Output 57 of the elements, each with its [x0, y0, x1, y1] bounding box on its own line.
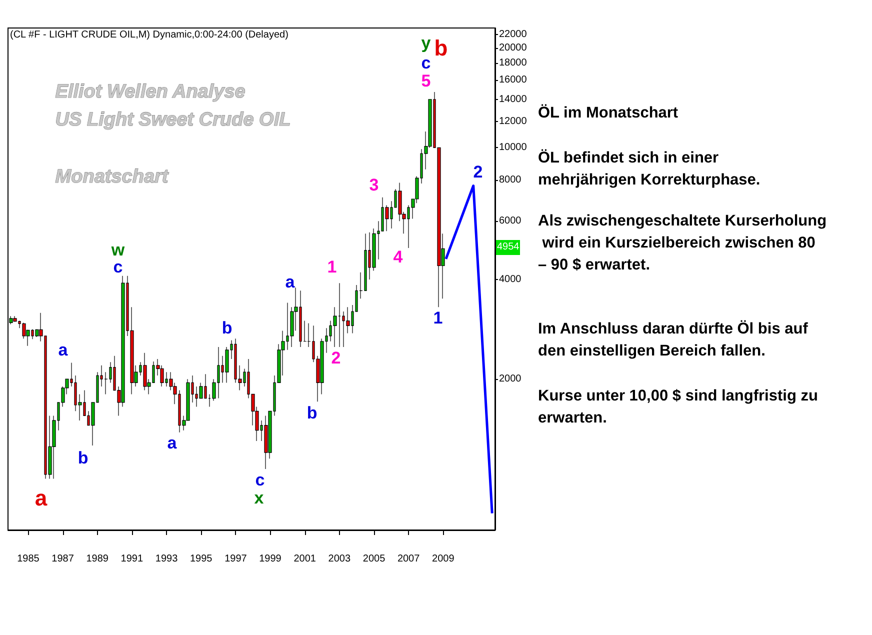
annotation: a: [58, 340, 68, 360]
annotation: x: [254, 488, 264, 508]
x-tick-label: 2003: [328, 554, 351, 564]
annotation: 4: [393, 248, 404, 266]
annotation: 2: [473, 162, 483, 182]
y-tick-label: 14000: [499, 94, 528, 105]
annotation: US Light Sweet Crude OIL: [55, 109, 291, 130]
text: Kurse unter 10,00 $ sind langfristig zu erwarten.: [538, 388, 822, 426]
annotation: y: [421, 34, 432, 52]
annotation: Monatschart: [55, 166, 169, 188]
y-tick-label: 10000: [499, 142, 528, 154]
annotation: Elliot Wellen Analyse: [55, 81, 246, 102]
chart-title: (CL #F - LIGHT CRUDE OIL,M) Dynamic,0:00-24:00 (Delayed): [10, 30, 288, 40]
x-tick-label: 1997: [224, 554, 248, 564]
annotation: b: [78, 448, 88, 468]
x-tick-label: 1999: [259, 554, 282, 564]
annotation: w: [110, 240, 126, 260]
y-tick-label: 4000: [499, 274, 522, 285]
x-tick-label: 2005: [362, 554, 386, 564]
annotation: b: [434, 36, 448, 60]
y-tick-label: 12000: [499, 116, 528, 128]
annotation: b: [306, 404, 318, 422]
x-tick-label: 2001: [294, 554, 316, 564]
annotation: 1: [433, 308, 443, 328]
annotation: a: [167, 434, 178, 452]
text: Im Anschluss daran dürfte Öl bis auf den einstelligen Bereich fallen.: [538, 320, 812, 360]
text: Als zwischengeschaltete Kurserholung wird ein Kurszielbereich zwischen 80 – 90 $ erwartet.: [538, 212, 827, 274]
text: ÖL im Monatschart: [538, 104, 678, 122]
x-tick-label: 1987: [52, 554, 74, 564]
x-tick-label: 2009: [432, 554, 455, 564]
y-tick-label: 16000: [499, 74, 528, 86]
candlestick: [143, 352, 147, 391]
x-tick-label: 1991: [120, 554, 144, 564]
candlestick: [264, 415, 268, 470]
annotation: c: [255, 470, 265, 490]
x-tick-label: 1985: [17, 554, 40, 564]
annotation: 2: [331, 348, 341, 368]
y-tick-label: 22000: [499, 28, 528, 40]
y-tick-label: 18000: [499, 58, 528, 69]
annotation: a: [285, 272, 296, 292]
x-tick-label: 1995: [190, 554, 213, 564]
annotation: 3: [369, 176, 379, 194]
y-tick-label: 8000: [499, 174, 522, 186]
annotation: c: [421, 54, 431, 72]
annotation: 1: [327, 258, 337, 276]
annotation: a: [34, 486, 48, 510]
x-tick-label: 1989: [86, 554, 109, 564]
y-tick-label: 6000: [499, 216, 522, 227]
x-tick-label: 2007: [397, 554, 420, 564]
y-tick-label: 2000: [499, 374, 522, 385]
text: ÖL befindet sich in einer mehrjährigen Korrekturphase.: [538, 148, 760, 188]
annotation: 5: [421, 72, 431, 90]
x-tick-label: 1993: [155, 554, 178, 564]
annotation: c: [113, 258, 123, 276]
annotation: b: [222, 318, 232, 338]
text: 4954: [497, 242, 520, 252]
y-tick-label: 20000: [499, 42, 528, 54]
